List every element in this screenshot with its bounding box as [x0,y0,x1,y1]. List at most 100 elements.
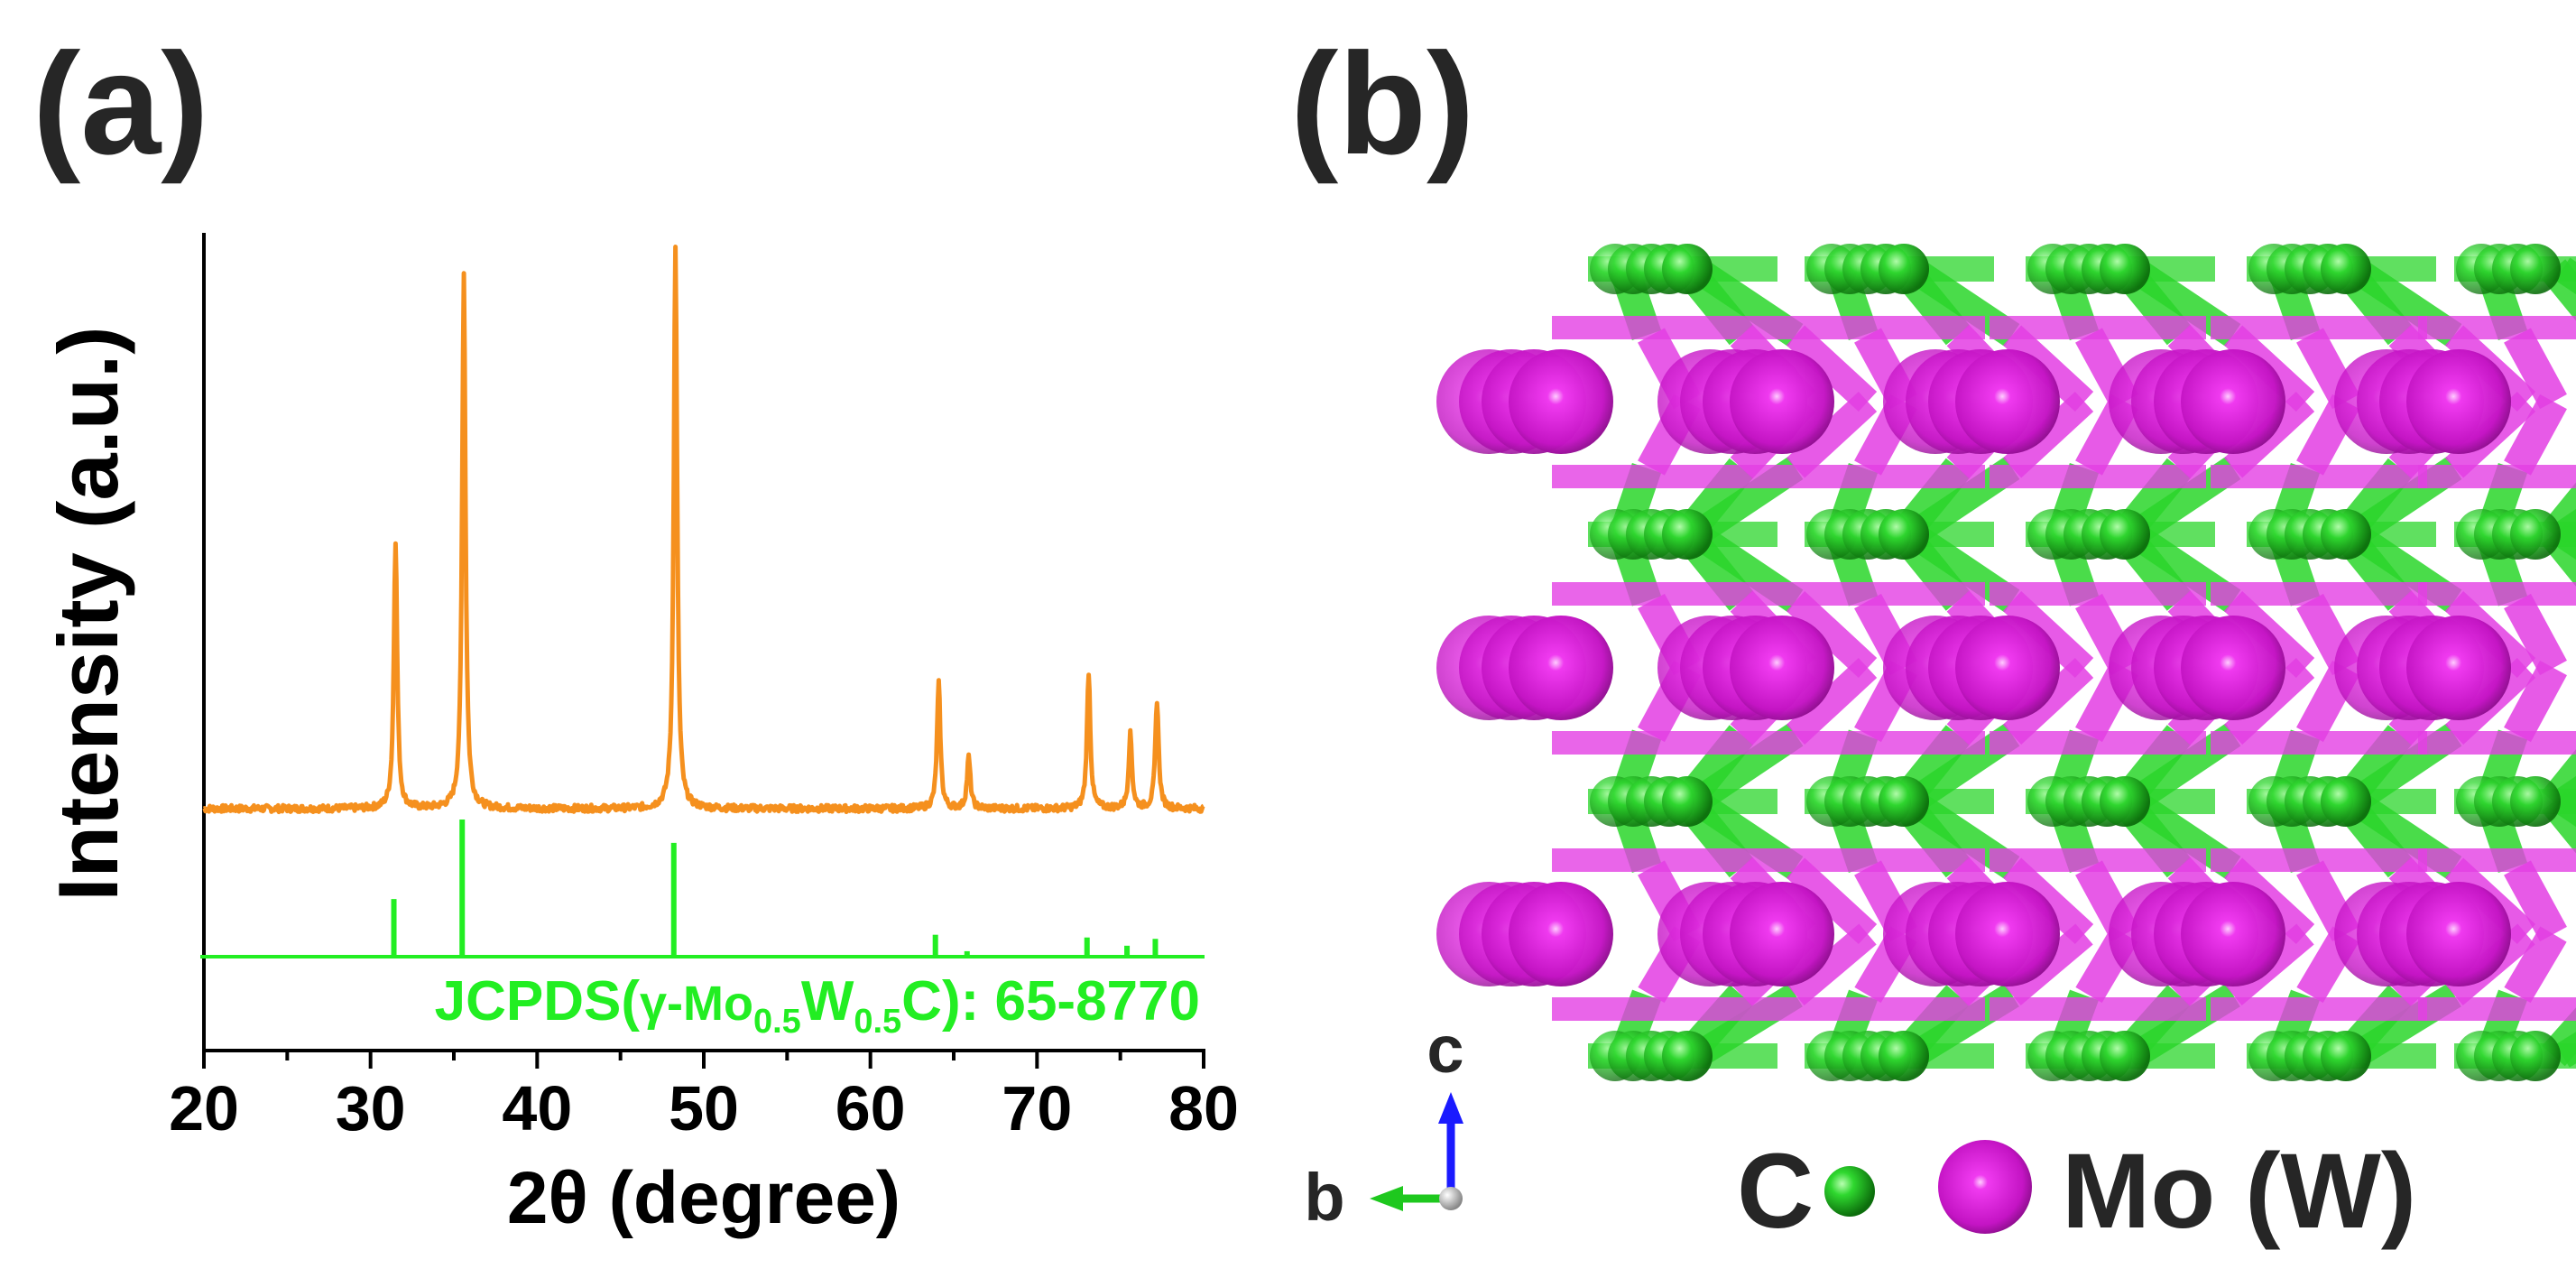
origin-sphere [1439,1187,1463,1210]
bond-band [2211,997,2427,1021]
carbon-atom [1662,776,1713,827]
carbon-atom [2100,776,2150,827]
bond-band [1768,465,1985,488]
bond-band [1990,731,2206,755]
atoms [1436,244,2561,1081]
bond-band [2211,731,2427,755]
carbon-atom [2510,776,2561,827]
bond-band [2418,465,2576,488]
metal-atom [1730,616,1834,720]
metal-atom [2181,616,2285,720]
x-axis-label: 2θ (degree) [507,1157,900,1239]
reference-label: JCPDS(γ-Mo0.5W0.5C): 65-8770 [435,970,1200,1041]
carbon-atom [1879,509,1929,560]
bond-band [1768,316,1985,339]
carbon-atom [2321,244,2371,294]
x-tick-label: 40 [502,1073,572,1144]
bond-band [1990,582,2206,606]
reference-sticks [391,820,1159,957]
carbon-atom [2510,244,2561,294]
metal-atom [1730,882,1834,986]
metal-atom [2406,882,2511,986]
bond [2002,857,2094,945]
bond-band [1552,997,1768,1021]
bond [1786,325,1878,412]
bond-band [1768,997,1985,1021]
metal-atom [1509,349,1613,454]
bond-band [2418,316,2576,339]
carbon-atom [1879,1031,1929,1081]
legend-metal-label: Mo (W) [2062,1132,2416,1251]
carbon-atom [1662,509,1713,560]
bond [1786,590,1878,679]
metal-atom [1955,882,2060,986]
metal-atom [1509,882,1613,986]
bond [2504,926,2567,1004]
metal-atom [1730,349,1834,454]
crystal-structure [1436,244,2576,1081]
b-axis-arrowhead [1370,1186,1403,1211]
carbon-atom [2321,1031,2371,1081]
bond [2504,394,2567,476]
carbon-atom [1662,244,1713,294]
x-tick-label: 70 [1002,1073,1072,1144]
carbon-atom [1879,244,1929,294]
bond-band [1552,582,1768,606]
x-ticks [202,1051,1205,1069]
bond-band [1768,582,1985,606]
bond [2504,328,2567,410]
x-tick-label: 60 [836,1073,906,1144]
bond-band [1768,848,1985,872]
bond [2504,593,2567,676]
x-tick-label: 50 [669,1073,739,1144]
bond-band [1990,465,2206,488]
bond-band [1990,848,2206,872]
x-tick-labels: 20 30 40 50 60 70 80 [169,1073,1239,1144]
bond-band [1768,731,1985,755]
carbon-atom [2321,776,2371,827]
legend-carbon-label: C [1737,1132,1814,1251]
bond [1787,923,1877,1005]
bond-band [2418,582,2576,606]
bond [2504,660,2567,743]
carbon-atom [2100,1031,2150,1081]
c-axis-label: c [1426,1012,1463,1087]
legend-carbon-sphere [1824,1166,1875,1217]
b-axis-label: b [1304,1160,1344,1235]
bond-band [2418,997,2576,1021]
metal-atom [2181,882,2285,986]
bond-band [2211,316,2427,339]
x-tick-label: 30 [336,1073,406,1144]
bond-band [2418,731,2576,755]
axis-indicator: c b [1304,1012,1463,1235]
bond [2504,860,2567,942]
bond-band [2211,465,2427,488]
carbon-atom [2510,1031,2561,1081]
carbon-atom [1879,776,1929,827]
bond [2002,657,2094,746]
bond [2002,590,2094,679]
carbon-atom [2100,509,2150,560]
bond-band [1552,848,1768,872]
panel-a-label: (a) [32,23,209,184]
carbon-atom [1662,1031,1713,1081]
carbon-atom [2321,509,2371,560]
bond-band [2418,848,2576,872]
c-axis-arrowhead [1438,1092,1463,1124]
metal-atom [2406,616,2511,720]
bond [1786,857,1878,945]
xrd-pattern-line [202,245,1205,815]
bond-band [1990,997,2206,1021]
bond [2002,325,2094,412]
structure-legend: C Mo (W) [1737,1132,2416,1251]
panel-b-label: (b) [1290,23,1474,184]
metal-atom [1955,349,2060,454]
carbon-atom [2510,509,2561,560]
legend-metal-sphere [1938,1140,2032,1234]
bond-band [1552,465,1768,488]
x-tick-label: 20 [169,1073,239,1144]
bond [1786,657,1878,746]
x-tick-label: 80 [1168,1073,1239,1144]
bond [2002,391,2094,478]
